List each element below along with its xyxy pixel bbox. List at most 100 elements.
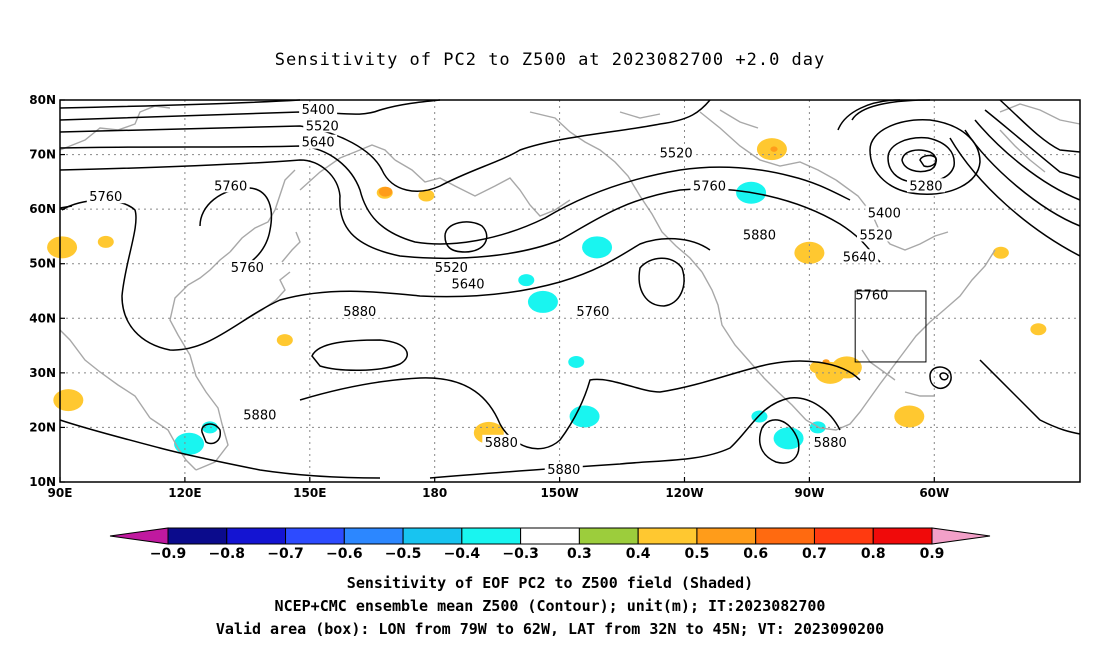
colorbar-label: 0.4	[626, 546, 651, 562]
z500-contour	[311, 339, 408, 371]
z500-contour	[444, 221, 488, 253]
coastline	[59, 329, 151, 419]
contour-label: 5880	[243, 409, 276, 424]
lon-tick-label: 120W	[665, 486, 703, 500]
contour-label: 5760	[231, 261, 264, 276]
contour-label: 5640	[451, 278, 484, 293]
colorbar-swatch	[696, 527, 757, 545]
colorbar-low-triangle	[109, 527, 169, 545]
z500-contour	[429, 397, 841, 479]
lat-tick-label: 60N	[29, 202, 56, 216]
shaded-area	[773, 427, 804, 450]
shaded-area	[582, 236, 613, 259]
contour-label-bg	[740, 227, 779, 242]
colorbar-label: 0.8	[861, 546, 886, 562]
colorbar-high-triangle	[931, 527, 991, 545]
shaded-area	[770, 146, 778, 152]
contour-label: 5640	[302, 136, 335, 151]
contour-label: 5760	[855, 288, 888, 303]
z500-contour	[984, 109, 1081, 179]
coastline	[835, 179, 949, 251]
map-title: Sensitivity of PC2 to Z500 at 2023082700…	[274, 50, 826, 70]
contour-label: 5520	[859, 228, 892, 243]
contour-label-bg	[303, 118, 342, 133]
shaded-area	[569, 405, 600, 428]
z500-contour	[758, 419, 800, 464]
lon-tick-label: 90W	[794, 486, 824, 500]
lat-tick-label: 50N	[29, 257, 56, 271]
coastline	[719, 109, 759, 129]
lat-tick-label: 20N	[29, 420, 56, 434]
lat-tick-label: 30N	[29, 366, 56, 380]
lon-tick-label: 90E	[48, 486, 73, 500]
contour-label: 5400	[868, 207, 901, 222]
colorbar: −0.9 −0.8 −0.7 −0.6 −0.5 −0.4 −0.3 0.3 0.4 0.5 0.6…	[109, 527, 991, 562]
contour-label-bg	[482, 434, 521, 449]
coastline	[619, 111, 661, 119]
lon-tick-label: 150E	[293, 486, 326, 500]
colorbar-swatch	[520, 527, 580, 545]
shaded-area	[518, 274, 535, 287]
contour-label-bg	[211, 178, 250, 193]
coastline	[999, 103, 1081, 125]
lon-tick-label: 180	[422, 486, 447, 500]
colorbar-swatch	[637, 527, 698, 545]
z500-contour	[901, 149, 937, 173]
contour-label: 5880	[343, 305, 376, 320]
shaded-area	[794, 241, 825, 264]
z500-contour	[59, 99, 301, 109]
colorbar-swatch	[167, 527, 228, 545]
contour-label-bg	[865, 205, 904, 220]
lat-tick-label: 70N	[29, 148, 56, 162]
colorbar-swatch	[402, 527, 463, 545]
contour-label-bg	[811, 434, 850, 449]
coastline	[169, 251, 231, 471]
z500-contour	[887, 136, 955, 184]
contour-label-bg	[857, 227, 895, 242]
contour-label: 5880	[485, 436, 518, 451]
colorbar-swatch	[226, 527, 287, 545]
contour-label: 5880	[743, 228, 776, 243]
z500-contour	[299, 360, 861, 450]
contour-label: 5520	[660, 147, 693, 162]
contour-label: 5280	[909, 179, 942, 194]
colorbar-label: −0.8	[209, 546, 246, 562]
shaded-area	[992, 246, 1009, 259]
colorbar-label: 0.7	[802, 546, 827, 562]
z500-contour	[59, 159, 881, 263]
contour-label-bg	[340, 303, 379, 318]
z500-contour	[949, 137, 1081, 257]
shaded-area	[53, 389, 84, 412]
valid-area-box	[854, 290, 927, 363]
shaded-area	[1030, 323, 1047, 336]
coastline	[699, 111, 837, 181]
colorbar-label: 0.5	[685, 546, 710, 562]
contour-label-bg	[432, 260, 471, 275]
coastline	[805, 249, 996, 431]
contour-label-bg	[299, 134, 338, 149]
colorbar-label: −0.5	[385, 546, 422, 562]
lat-tick-label: 10N	[29, 475, 56, 489]
z500-contour	[979, 359, 1081, 435]
coastlines	[59, 103, 1081, 471]
contour-label-bg	[240, 407, 279, 422]
lon-tick-label: 150W	[540, 486, 578, 500]
shaded-area	[47, 236, 78, 259]
map-frame	[59, 99, 1081, 483]
z500-contour	[61, 199, 711, 351]
z500-contour	[59, 205, 73, 209]
colorbar-swatch	[461, 527, 522, 545]
caption-line-2: NCEP+CMC ensemble mean Z500 (Contour); u…	[274, 597, 826, 615]
shaded-area	[872, 186, 889, 199]
shaded-area	[174, 432, 205, 455]
z500-contour	[59, 99, 711, 192]
z500-contours	[59, 99, 1081, 479]
contour-label: 5760	[214, 179, 247, 194]
shaded-area	[568, 355, 585, 368]
colorbar-label: −0.3	[502, 546, 539, 562]
shaded-area	[418, 189, 435, 202]
colorbar-label: −0.6	[326, 546, 363, 562]
contour-label-bg	[449, 276, 487, 291]
